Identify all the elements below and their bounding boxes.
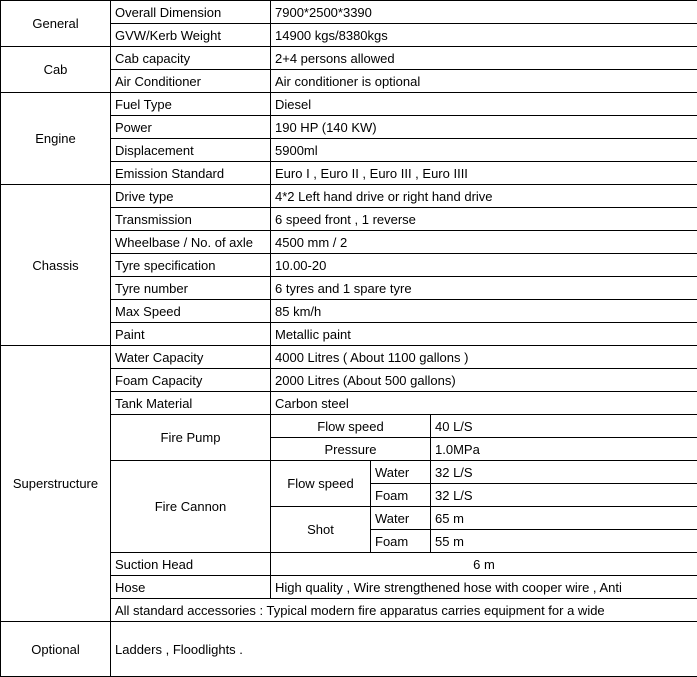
label-emission: Emission Standard (111, 162, 271, 185)
value-wheelbase: 4500 mm / 2 (271, 231, 697, 254)
label-max-speed: Max Speed (111, 300, 271, 323)
label-tank-material: Tank Material (111, 392, 271, 415)
value-aircon: Air conditioner is optional (271, 70, 697, 93)
label-foam-capacity: Foam Capacity (111, 369, 271, 392)
category-chassis: Chassis (1, 185, 111, 346)
value-fuel: Diesel (271, 93, 697, 116)
value-max-speed: 85 km/h (271, 300, 697, 323)
value-foam-capacity: 2000 Litres (About 500 gallons) (271, 369, 697, 392)
category-engine: Engine (1, 93, 111, 185)
label-cannon-shot-water: Water (371, 507, 431, 530)
value-power: 190 HP (140 KW) (271, 116, 697, 139)
label-aircon: Air Conditioner (111, 70, 271, 93)
label-pump-pressure: Pressure (271, 438, 431, 461)
label-cab-capacity: Cab capacity (111, 47, 271, 70)
category-cab: Cab (1, 47, 111, 93)
value-transmission: 6 speed front , 1 reverse (271, 208, 697, 231)
label-tyre-number: Tyre number (111, 277, 271, 300)
label-paint: Paint (111, 323, 271, 346)
value-paint: Metallic paint (271, 323, 697, 346)
label-transmission: Transmission (111, 208, 271, 231)
value-pump-flow-speed: 40 L/S (431, 415, 697, 438)
label-cannon-flow-foam: Foam (371, 484, 431, 507)
label-fire-pump: Fire Pump (111, 415, 271, 461)
value-water-capacity: 4000 Litres ( About 1100 gallons ) (271, 346, 697, 369)
spec-table: General Overall Dimension 7900*2500*3390… (0, 0, 697, 677)
label-hose: Hose (111, 576, 271, 599)
label-water-capacity: Water Capacity (111, 346, 271, 369)
value-cannon-shot-water: 65 m (431, 507, 697, 530)
value-accessories: All standard accessories : Typical moder… (111, 599, 697, 622)
label-displacement: Displacement (111, 139, 271, 162)
value-optional: Ladders , Floodlights . (111, 622, 697, 677)
label-cannon-flow-speed: Flow speed (271, 461, 371, 507)
value-overall-dimension: 7900*2500*3390 (271, 1, 697, 24)
value-cannon-flow-foam: 32 L/S (431, 484, 697, 507)
value-cannon-shot-foam: 55 m (431, 530, 697, 553)
label-wheelbase: Wheelbase / No. of axle (111, 231, 271, 254)
category-general: General (1, 1, 111, 47)
category-superstructure: Superstructure (1, 346, 111, 622)
label-gvw: GVW/Kerb Weight (111, 24, 271, 47)
label-suction-head: Suction Head (111, 553, 271, 576)
value-hose: High quality , Wire strengthened hose wi… (271, 576, 697, 599)
label-drive-type: Drive type (111, 185, 271, 208)
label-power: Power (111, 116, 271, 139)
label-tyre-spec: Tyre specification (111, 254, 271, 277)
value-cannon-flow-water: 32 L/S (431, 461, 697, 484)
category-optional: Optional (1, 622, 111, 677)
value-gvw: 14900 kgs/8380kgs (271, 24, 697, 47)
label-pump-flow-speed: Flow speed (271, 415, 431, 438)
value-tank-material: Carbon steel (271, 392, 697, 415)
label-fire-cannon: Fire Cannon (111, 461, 271, 553)
label-cannon-flow-water: Water (371, 461, 431, 484)
label-fuel: Fuel Type (111, 93, 271, 116)
value-emission: Euro I , Euro II , Euro III , Euro IIII (271, 162, 697, 185)
value-suction-head: 6 m (271, 553, 697, 576)
value-pump-pressure: 1.0MPa (431, 438, 697, 461)
label-overall-dimension: Overall Dimension (111, 1, 271, 24)
value-displacement: 5900ml (271, 139, 697, 162)
label-cannon-shot: Shot (271, 507, 371, 553)
value-cab-capacity: 2+4 persons allowed (271, 47, 697, 70)
label-cannon-shot-foam: Foam (371, 530, 431, 553)
value-drive-type: 4*2 Left hand drive or right hand drive (271, 185, 697, 208)
value-tyre-spec: 10.00-20 (271, 254, 697, 277)
value-tyre-number: 6 tyres and 1 spare tyre (271, 277, 697, 300)
